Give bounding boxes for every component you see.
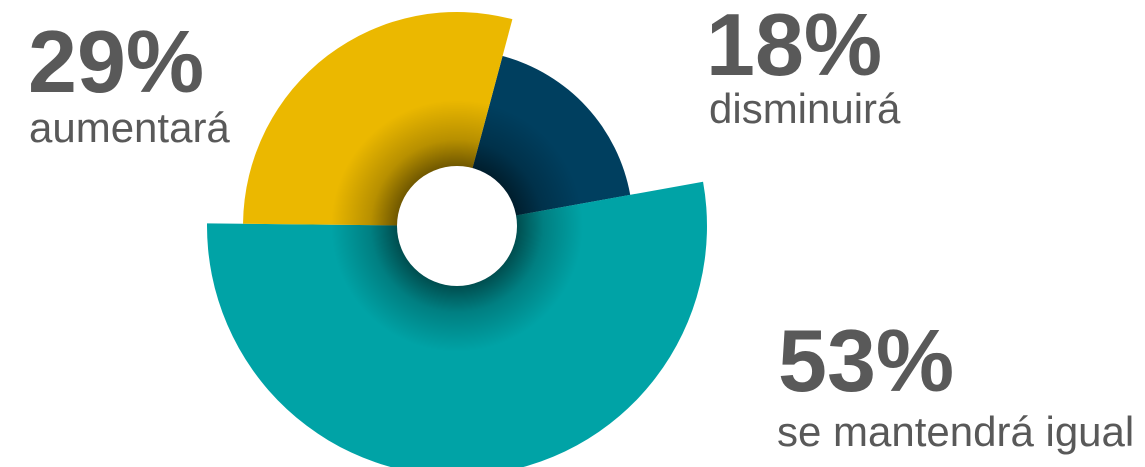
slice-percent-disminuira: 18% bbox=[706, 0, 882, 94]
donut-hole bbox=[397, 166, 517, 286]
slice-percent-se-mantendra: 53% bbox=[778, 311, 954, 410]
slice-label-se-mantendra: se mantendrá igual bbox=[777, 408, 1134, 455]
slice-label-disminuira: disminuirá bbox=[709, 85, 901, 132]
slice-label-aumentara: aumentará bbox=[29, 104, 230, 151]
slice-percent-aumentara: 29% bbox=[28, 12, 204, 111]
